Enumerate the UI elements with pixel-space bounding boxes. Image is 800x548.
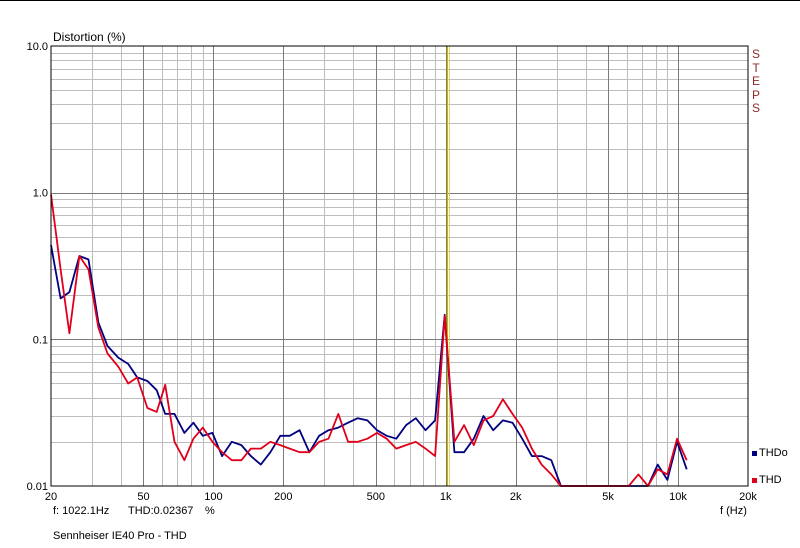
y-axis-title: Distortion (%): [53, 30, 126, 44]
x-tick-label: 100: [204, 491, 222, 503]
cursor-value-readout: THD:0.02367: [128, 505, 194, 517]
plot-frame: [50, 45, 749, 487]
y-tick-label: 0.01: [27, 481, 48, 493]
x-tick-label: 5k: [602, 491, 614, 503]
legend-item-thd[interactable]: THD: [752, 474, 782, 486]
x-tick-label: 50: [137, 491, 149, 503]
y-tick-label: 0.1: [33, 334, 48, 346]
x-axis-title: f (Hz): [720, 505, 747, 517]
legend-item-thdo[interactable]: THDo: [752, 447, 788, 459]
legend-swatch-icon: [752, 450, 757, 456]
steps-letter: S: [751, 47, 760, 61]
x-tick-label: 200: [274, 491, 292, 503]
y-tick-label: 1.0: [33, 188, 48, 200]
steps-letter: S: [751, 101, 760, 115]
cursor-frequency-readout: f: 1022.1Hz: [53, 505, 110, 517]
x-tick-label: 20: [45, 491, 57, 503]
x-tick-label: 2k: [510, 491, 522, 503]
window-top-border: [0, 0, 800, 1]
x-tick-label: 1k: [440, 491, 452, 503]
series-line-thdo[interactable]: [50, 244, 688, 487]
legend-label: THD: [759, 474, 782, 486]
x-tick-label: 500: [367, 491, 385, 503]
legend-swatch-icon: [752, 477, 757, 483]
x-tick-label: 20k: [739, 491, 757, 503]
steps-letter: E: [751, 74, 760, 88]
steps-letter: T: [752, 60, 760, 75]
y-tick-label: 10.0: [27, 41, 48, 53]
cursor-unit-readout: %: [205, 505, 215, 517]
x-tick-label: 10k: [669, 491, 687, 503]
legend-label: THDo: [759, 447, 788, 459]
chart-caption: Sennheiser IE40 Pro - THD: [53, 530, 187, 542]
steps-letter: P: [751, 87, 760, 102]
